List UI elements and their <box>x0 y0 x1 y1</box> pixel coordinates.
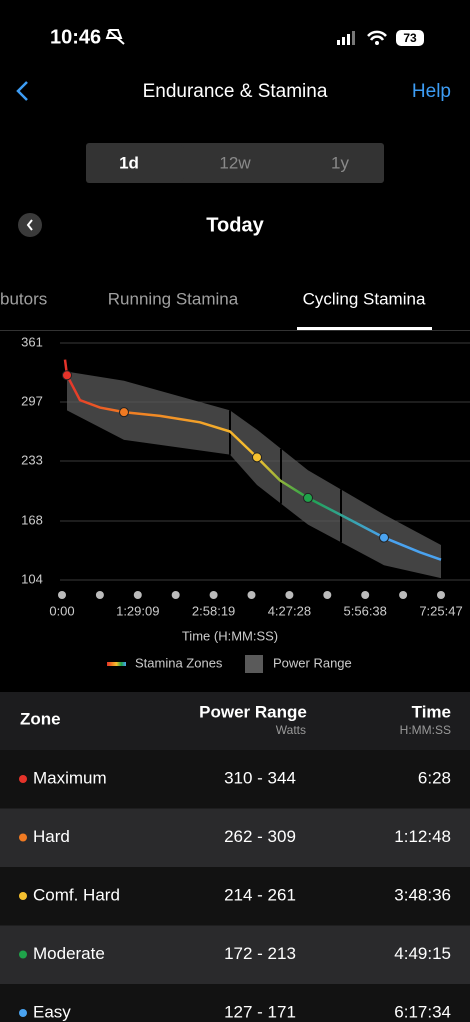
signal-icon <box>337 31 355 45</box>
tab[interactable]: butors <box>0 289 47 308</box>
zone-name: Easy <box>33 1002 71 1021</box>
zone-marker <box>378 532 389 543</box>
tab-selected[interactable]: Cycling Stamina <box>303 289 426 308</box>
column-header: Zone <box>20 709 61 728</box>
column-unit: Watts <box>276 723 306 737</box>
zone-time: 3:48:36 <box>394 885 451 904</box>
x-tick-label: 7:25:47 <box>419 603 462 618</box>
zone-time: 1:12:48 <box>394 827 451 846</box>
zone-marker <box>62 370 73 381</box>
zone-time: 6:17:34 <box>394 1002 451 1021</box>
table-row <box>0 750 470 809</box>
table-body: Maximum 310 - 344 6:28 Hard 262 - 309 1:12:48… <box>0 750 470 1022</box>
zone-dot <box>19 1009 27 1017</box>
x-tick-dot <box>58 591 66 599</box>
x-tick-dot <box>285 591 294 599</box>
y-tick-label: 104 <box>21 571 43 586</box>
battery-icon <box>396 30 424 46</box>
stamina-line <box>63 359 442 561</box>
wifi-dot <box>375 41 379 45</box>
power-range: 310 - 344 <box>224 768 296 787</box>
y-tick-label: 361 <box>21 334 43 349</box>
zone-time: 4:49:15 <box>394 944 451 963</box>
x-tick-label: 1:29:09 <box>116 603 159 618</box>
help-link[interactable]: Help <box>412 81 451 102</box>
zone-marker <box>118 407 129 418</box>
x-tick-dot <box>437 591 445 599</box>
range-tab[interactable]: 1y <box>331 153 349 172</box>
zone-name: Maximum <box>33 768 107 787</box>
column-unit: H:MM:SS <box>400 723 451 737</box>
battery-level: 73 <box>403 31 417 45</box>
back-button[interactable] <box>16 81 28 101</box>
x-tick-label: 2:58:19 <box>192 603 235 618</box>
zone-dot <box>19 950 27 959</box>
table-row <box>0 867 470 926</box>
power-range-band <box>67 371 441 579</box>
table-header <box>0 692 470 750</box>
x-axis-dot <box>247 591 256 599</box>
power-range: 127 - 171 <box>224 1002 296 1021</box>
range-tab[interactable]: 12w <box>219 153 251 172</box>
power-range: 214 - 261 <box>224 885 296 904</box>
legend-swatch <box>245 655 263 673</box>
y-tick-label: 168 <box>21 512 43 527</box>
power-range: 172 - 213 <box>224 944 296 963</box>
clock: 10:46 <box>50 26 101 48</box>
column-header: Power Range <box>199 702 307 721</box>
x-tick-label: 5:56:38 <box>344 603 387 618</box>
range-selected <box>88 145 184 181</box>
legend-label: Stamina Zones <box>135 655 223 670</box>
chart: 104 168 233 297 361 0:00 1:29:09 2:58:19 4:27:28… <box>21 334 470 643</box>
prev-day-button[interactable] <box>18 213 42 237</box>
legend-label: Power Range <box>273 655 352 670</box>
tab-separator <box>0 330 470 331</box>
x-axis-dot <box>171 591 180 599</box>
x-tick-label: 0:00 <box>49 603 74 618</box>
table-row <box>0 984 470 1022</box>
table-row <box>0 925 470 984</box>
x-axis-dot <box>323 591 332 599</box>
power-range: 262 - 309 <box>224 827 296 846</box>
mute-icon <box>105 29 125 45</box>
x-tick-dot <box>133 591 142 599</box>
x-tick-dot <box>361 591 370 599</box>
range-tab[interactable]: 1d <box>119 153 139 172</box>
tab-underline <box>297 327 432 330</box>
y-tick-label: 233 <box>21 452 43 467</box>
x-tick-label: 4:27:28 <box>268 603 311 618</box>
zone-dot <box>19 775 27 783</box>
legend-swatch <box>107 662 126 666</box>
wifi-icon <box>367 30 387 41</box>
x-tick-dot <box>209 591 218 599</box>
x-axis-dot <box>95 591 104 599</box>
page-title: Endurance & Stamina <box>143 81 328 102</box>
y-tick-label: 297 <box>21 393 43 408</box>
date-label: Today <box>206 214 264 236</box>
zone-name: Hard <box>33 827 70 846</box>
x-axis-label: Time (H:MM:SS) <box>182 628 278 643</box>
zone-dot <box>19 892 27 900</box>
zone-time: 6:28 <box>418 768 451 787</box>
prev-day-icon <box>26 219 33 231</box>
x-axis-dot <box>399 591 408 599</box>
zone-dot <box>19 833 27 842</box>
column-header: Time <box>412 702 451 721</box>
table-row <box>0 808 470 867</box>
zone-name: Comf. Hard <box>33 885 120 904</box>
zone-marker <box>303 492 314 503</box>
zone-name: Moderate <box>33 944 105 963</box>
zone-marker <box>252 452 263 463</box>
tab[interactable]: Running Stamina <box>108 289 239 308</box>
